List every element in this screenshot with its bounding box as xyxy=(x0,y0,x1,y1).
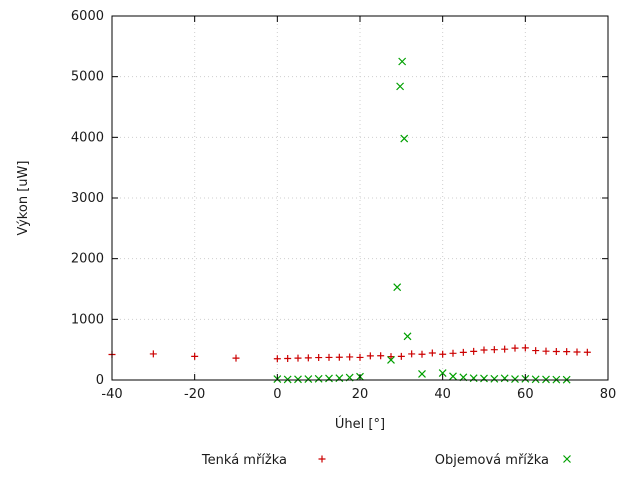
series-plus xyxy=(108,344,591,363)
svg-text:0: 0 xyxy=(273,387,281,402)
svg-text:5000: 5000 xyxy=(71,70,104,85)
svg-text:6000: 6000 xyxy=(71,9,104,24)
legend: Tenká mřížka Objemová mřížka xyxy=(201,453,571,468)
svg-text:20: 20 xyxy=(352,387,369,402)
svg-text:-20: -20 xyxy=(184,387,205,402)
series-cross xyxy=(273,57,571,384)
svg-text:40: 40 xyxy=(434,387,451,402)
tick-labels: -40 -20 0 20 40 60 80 0 1000 2000 3000 4000 5000 6000 xyxy=(71,9,616,402)
svg-text:60: 60 xyxy=(517,387,534,402)
svg-text:3000: 3000 xyxy=(71,191,104,206)
svg-text:-40: -40 xyxy=(101,387,122,402)
legend-label-tenka-mrizka: Tenká mřížka xyxy=(201,453,287,468)
legend-label-objemova-mrizka: Objemová mřížka xyxy=(435,453,549,468)
axis-ticks xyxy=(111,15,609,381)
svg-text:1000: 1000 xyxy=(71,312,104,327)
y-axis-label: Výkon [uW] xyxy=(16,161,31,236)
data-points xyxy=(108,57,591,384)
x-axis-label: Úhel [°] xyxy=(335,416,385,432)
svg-text:80: 80 xyxy=(600,387,617,402)
legend-marker-plus-icon xyxy=(318,455,326,463)
legend-marker-cross-icon xyxy=(563,455,571,463)
svg-text:0: 0 xyxy=(96,373,104,388)
svg-text:2000: 2000 xyxy=(71,252,104,267)
svg-text:4000: 4000 xyxy=(71,130,104,145)
